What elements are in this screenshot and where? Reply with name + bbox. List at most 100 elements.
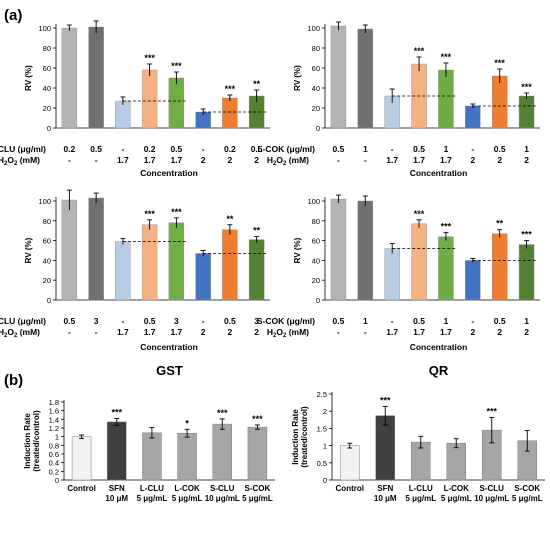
y-axis-label: Induction Rate(treated/control) (291, 406, 309, 468)
row-value: 0.5 (333, 316, 345, 326)
row-value: 0.5 (251, 144, 263, 154)
category-label: 5 μg/mL (441, 494, 472, 503)
category-label: S-COK (245, 484, 271, 493)
panel-label-a: (a) (4, 7, 22, 24)
row-value: - (391, 144, 394, 154)
category-label: S-CLU (480, 484, 505, 493)
y-tick-label: 80 (43, 217, 51, 226)
row-value: - (471, 144, 474, 154)
y-tick-label: 40 (43, 256, 51, 265)
bar (438, 236, 454, 301)
bar (107, 421, 127, 481)
y-tick-label: 2 (323, 407, 327, 416)
row-value: 0.5 (333, 144, 345, 154)
row-value: 1.7 (440, 155, 452, 165)
row-value: 1.7 (386, 155, 398, 165)
x-axis-label: Concentration (410, 342, 468, 352)
row-value: 2 (470, 155, 475, 165)
category-label: S-COK (514, 484, 540, 493)
row-value: 1 (444, 144, 449, 154)
row-value: 0.5 (144, 316, 156, 326)
category-label: SFN (109, 484, 125, 493)
bar (491, 233, 508, 301)
row-value: 0.5 (224, 316, 236, 326)
y-tick-label: 1.5 (317, 424, 327, 433)
row-label-treatment: L-CLU (μg/ml) (0, 144, 46, 154)
significance-mark: *** (225, 84, 236, 94)
row-value: 1.7 (440, 327, 452, 337)
bar (115, 241, 131, 301)
panel-label-b: (b) (4, 372, 23, 389)
y-axis-label: RV (%) (293, 65, 302, 91)
bar (142, 432, 162, 481)
category-label: 5 μg/mL (512, 494, 543, 503)
significance-mark: *** (217, 408, 228, 418)
bar (177, 432, 197, 481)
y-axis-label: RV (%) (24, 237, 33, 263)
bar (518, 95, 535, 129)
significance-mark: *** (171, 207, 182, 217)
significance-mark: *** (521, 230, 532, 240)
bar (465, 260, 481, 301)
y-tick-label: 20 (312, 104, 320, 113)
row-value: 0.2 (63, 144, 75, 154)
bar (330, 25, 347, 129)
row-value: 2 (228, 327, 233, 337)
row-value: 0.5 (413, 316, 425, 326)
y-tick-label: 0 (323, 476, 327, 485)
x-axis-label: Concentration (140, 168, 198, 178)
row-value: 3 (94, 316, 99, 326)
row-label-treatment: S-CLU (μg/ml) (0, 316, 46, 326)
y-tick-label: 100 (38, 197, 51, 206)
row-value: - (337, 327, 340, 337)
row-value: - (391, 316, 394, 326)
row-value: 2 (228, 155, 233, 165)
significance-mark: *** (111, 407, 122, 417)
row-value: 0.5 (494, 144, 506, 154)
y-tick-label: 0.6 (49, 450, 59, 459)
category-label: L-COK (444, 484, 470, 493)
row-value: - (364, 327, 367, 337)
row-value: 1.7 (144, 327, 156, 337)
row-value: 3 (174, 316, 179, 326)
row-label-h2o2: H2O2 (mM) (267, 327, 309, 339)
y-tick-label: 80 (312, 44, 320, 53)
category-label: S-CLU (210, 484, 235, 493)
y-tick-label: 0 (47, 124, 51, 133)
row-value: - (202, 144, 205, 154)
y-tick-label: 0.2 (49, 467, 59, 476)
y-tick-label: 40 (43, 84, 51, 93)
significance-mark: *** (486, 406, 497, 416)
y-tick-label: 20 (43, 276, 51, 285)
y-tick-label: 60 (312, 237, 320, 246)
significance-mark: *** (441, 52, 452, 62)
bar (222, 97, 238, 129)
significance-mark: *** (171, 61, 182, 71)
category-label: L-COK (174, 484, 200, 493)
bar (195, 253, 211, 301)
row-value: 2 (470, 327, 475, 337)
bar (115, 100, 131, 129)
row-value: 0.5 (413, 144, 425, 154)
y-tick-label: 1.6 (49, 407, 59, 416)
y-tick-label: 60 (43, 64, 51, 73)
row-label-h2o2: H2O2 (mM) (0, 327, 40, 339)
bar (168, 222, 185, 301)
row-value: - (68, 327, 71, 337)
bar (330, 198, 347, 301)
row-value: 1.7 (170, 327, 182, 337)
category-label: 10 μg/mL (205, 494, 240, 503)
bar (247, 426, 268, 481)
y-tick-label: 1 (323, 442, 327, 451)
y-tick-label: 60 (43, 237, 51, 246)
significance-mark: ** (253, 79, 261, 89)
row-value: 1 (444, 316, 449, 326)
chart-qr: QR 0 0.5 1 1.5 2 2.5 Induction Rate(treated/con… (291, 363, 545, 503)
row-value: - (121, 144, 124, 154)
bar (61, 199, 78, 301)
row-label-treatment: L-COK (μg/ml) (257, 144, 315, 154)
category-label: 5 μg/mL (172, 494, 203, 503)
